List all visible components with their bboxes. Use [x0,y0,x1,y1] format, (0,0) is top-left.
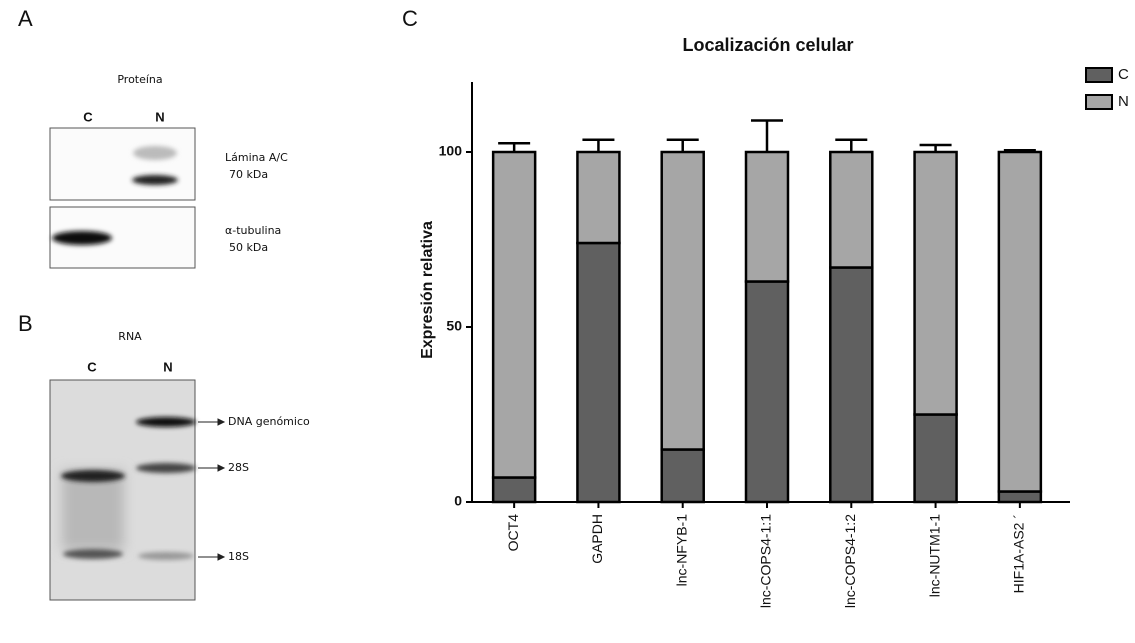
y-tick-label: 50 [446,318,462,334]
panel-letter: A [18,6,33,31]
bar-segment [999,152,1041,492]
band-label: Lámina A/C [225,151,288,164]
bar-segment [915,415,957,503]
x-tick-label: HIF1A-AS2 ´ [1011,514,1027,593]
x-tick-label: lnc-NUTM1-1 [926,514,942,597]
marker-label: 28S [228,461,249,474]
x-tick-label: lnc-COPS4-1:1 [758,514,774,608]
y-tick-label: 0 [454,493,462,509]
lane-label: N [155,109,164,124]
band-size: 70 kDa [229,168,268,181]
lane-label: C [83,109,93,124]
bar-segment [577,152,619,243]
band-size: 50 kDa [229,241,268,254]
bar-segment [746,152,788,282]
panel-title: RNA [118,330,142,343]
band [61,470,125,482]
bar-segment [830,152,872,268]
band [138,552,194,560]
panel-letter: C [402,6,418,31]
bar-segment [493,478,535,503]
band [132,175,178,185]
panel-title: Proteína [117,73,162,86]
plot: 0 50 100 OCT4 GAPDH lnc-NFYB-1 lnc-COPS4-1:1 ln… [439,66,1129,608]
bar-segment [577,243,619,502]
x-tick-label: GAPDH [589,514,605,564]
marker-label: 18S [228,550,249,563]
band [63,549,123,559]
legend-label: N [1118,93,1129,110]
legend-label: C [1118,66,1129,83]
bar-segment [662,152,704,450]
band [136,463,196,473]
y-axis-label: Expresión relativa [419,221,436,359]
band [133,146,177,160]
band [136,417,196,427]
figure: A Proteína C N Lámina A/C 70 kDa α-tubul… [0,0,1135,643]
band-label: α-tubulina [225,224,281,237]
bar-segment [662,450,704,503]
chart-title: Localización celular [682,35,853,55]
x-tick-label: lnc-COPS4-1:2 [842,514,858,608]
x-tick-label: OCT4 [505,514,521,552]
legend-swatch [1086,95,1112,109]
arrows [198,419,224,560]
legend-swatch [1086,68,1112,82]
bar-segment [999,492,1041,503]
y-tick-label: 100 [439,143,463,159]
bar-segment [493,152,535,478]
blot [50,128,195,200]
bar-segment [746,282,788,503]
x-tick-label: lnc-NFYB-1 [673,514,689,587]
lane-label: N [163,359,172,374]
bar-segment [915,152,957,415]
marker-label: DNA genómico [228,415,310,428]
panel-letter: B [18,311,33,336]
lane-label: C [87,359,97,374]
bar-segment [830,268,872,503]
band [52,231,112,245]
